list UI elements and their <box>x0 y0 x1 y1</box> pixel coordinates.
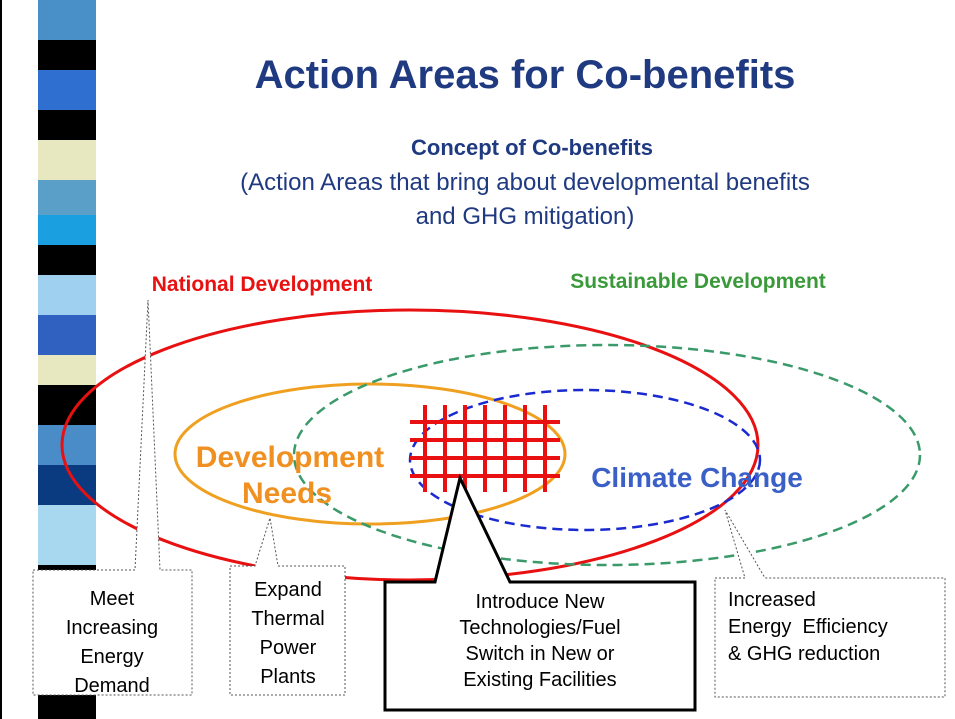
slide: Action Areas for Co-benefits Concept of … <box>0 0 955 719</box>
sustainable-development-label: Sustainable Development <box>570 270 826 293</box>
callout-text: Energy Efficiency <box>728 616 888 638</box>
concept-line: and GHG mitigation) <box>416 203 635 230</box>
callout-text: Demand <box>74 675 150 697</box>
callout-text: Energy <box>80 646 143 668</box>
callout-text: & GHG reduction <box>728 643 880 665</box>
callout-text: Switch in New or <box>466 643 615 665</box>
callout-text: Expand <box>254 579 322 601</box>
callout-text: Meet <box>90 588 135 610</box>
concept-line: (Action Areas that bring about developme… <box>240 169 810 196</box>
callout-text: Plants <box>260 666 316 688</box>
concept-heading: Concept of Co-benefits <box>411 135 653 160</box>
callout-text: Technologies/Fuel <box>459 617 620 639</box>
callout-text: Introduce New <box>476 591 606 613</box>
development-needs-label: Needs <box>242 477 332 510</box>
callout-text: Increasing <box>66 617 158 639</box>
callout-text: Thermal <box>251 608 324 630</box>
development-needs-label: Development <box>196 441 384 474</box>
climate-change-label: Climate Change <box>591 462 803 493</box>
callout-text: Power <box>260 637 317 659</box>
callout-text: Increased <box>728 589 816 611</box>
title: Action Areas for Co-benefits <box>255 53 796 97</box>
national-development-label: National Development <box>152 273 373 296</box>
callout-text: Existing Facilities <box>463 669 616 691</box>
